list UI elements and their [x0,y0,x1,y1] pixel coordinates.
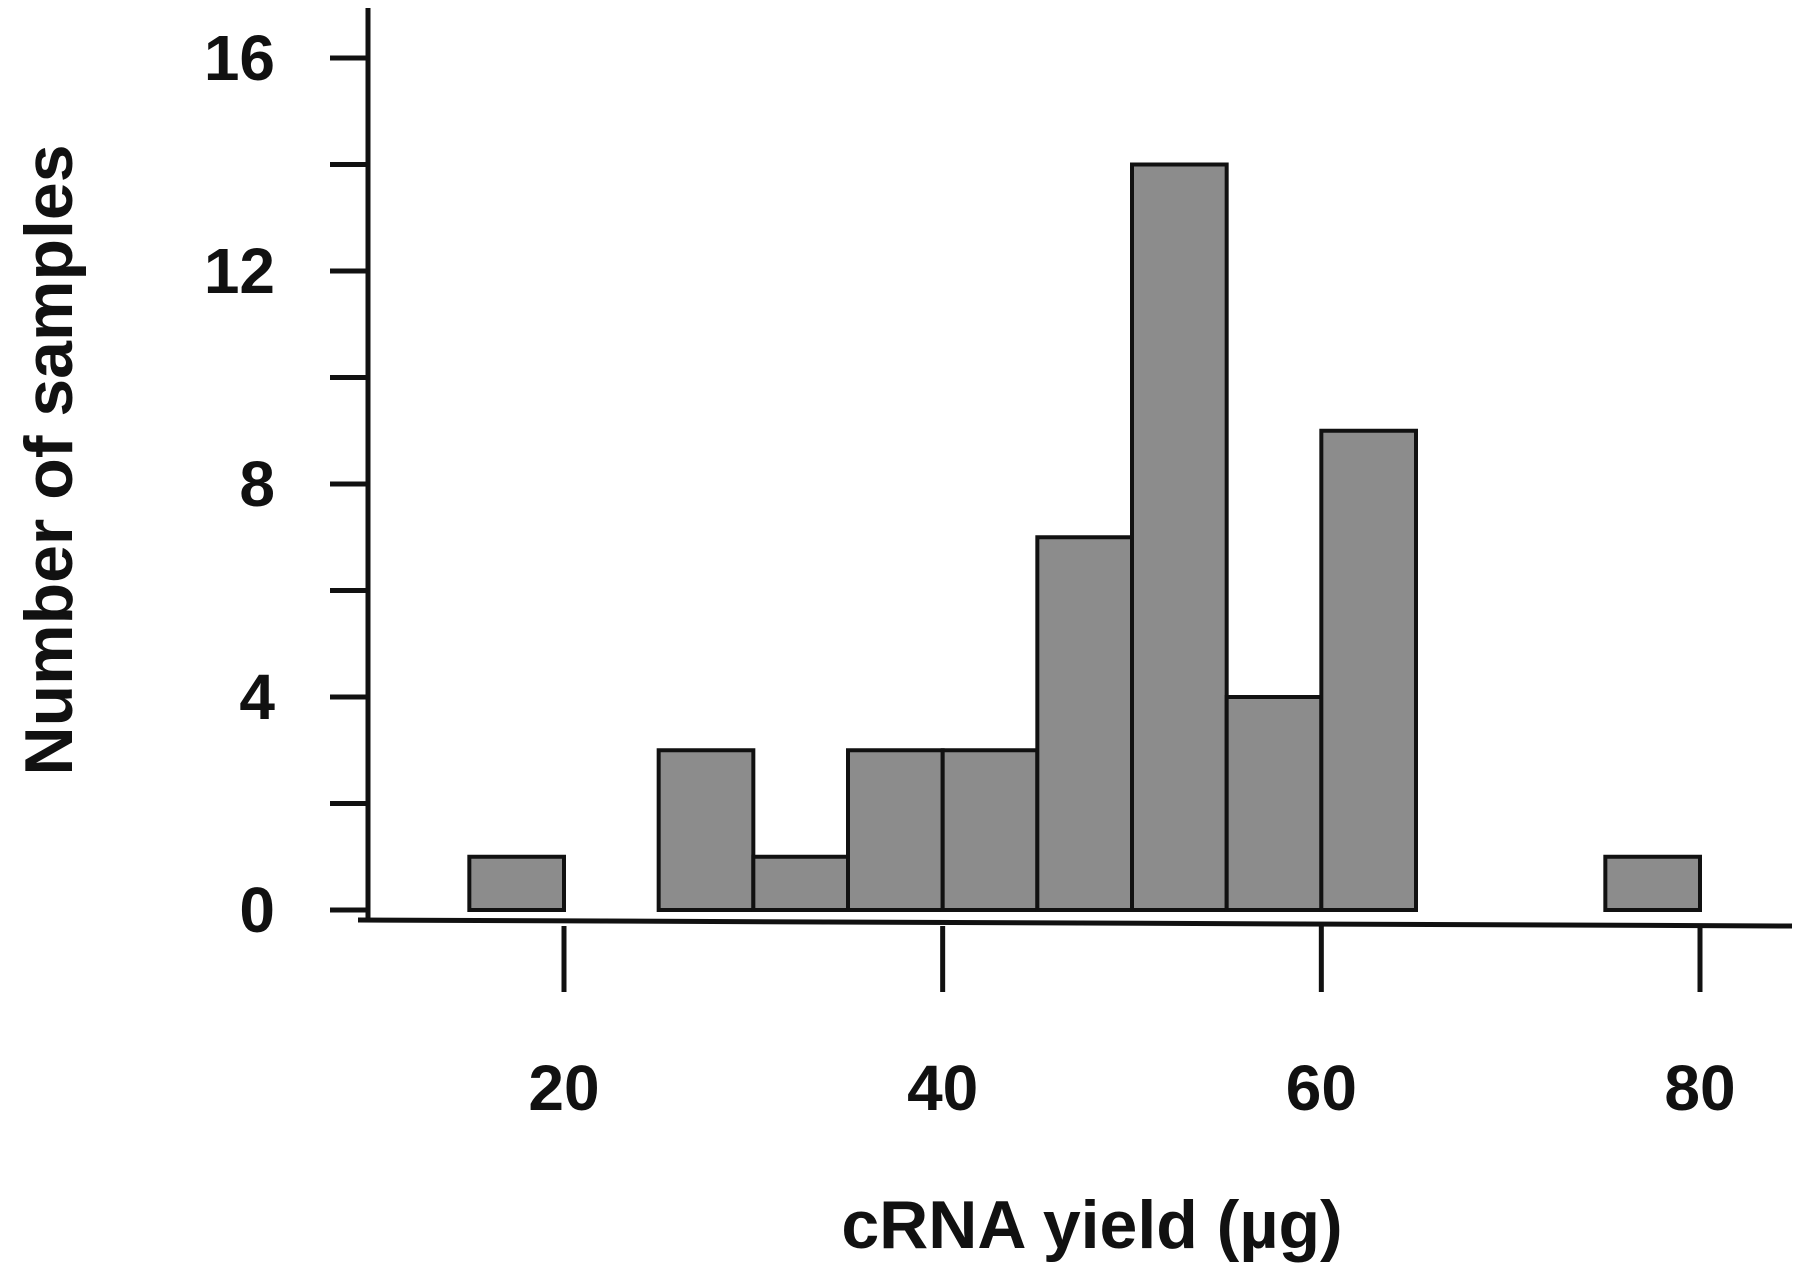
axes-layer [357,8,1793,929]
y-ticks-layer: 0 4 8 12 16 [204,22,368,946]
y-tick-label-16: 16 [204,22,275,94]
bar-45-50 [1035,535,1135,912]
y-tick-label-8: 8 [239,448,275,520]
bar-40-45 [940,748,1040,912]
y-tick-label-0: 0 [239,874,275,946]
x-ticks-layer: 20 40 60 80 [528,926,1736,1124]
x-tick-label-80: 80 [1664,1052,1735,1124]
bar-35-40 [846,748,945,912]
bar-75-80 [1603,854,1703,912]
x-axis-title: cRNA yield (µg) [841,1187,1342,1263]
x-tick-label-60: 60 [1286,1052,1357,1124]
bar-15-20 [467,854,567,912]
x-tick-label-20: 20 [528,1052,599,1124]
x-axis-line [357,917,1793,929]
y-tick-label-12: 12 [204,235,275,307]
bars-layer [467,162,1703,912]
bar-55-60 [1224,695,1324,912]
x-tick-label-40: 40 [907,1052,978,1124]
y-tick-label-4: 4 [239,661,275,733]
y-axis-title: Number of samples [11,144,87,775]
bar-30-35 [751,854,850,912]
bar-60-65 [1319,428,1419,912]
bar-50-55 [1130,162,1229,912]
bar-25-30 [656,748,756,912]
